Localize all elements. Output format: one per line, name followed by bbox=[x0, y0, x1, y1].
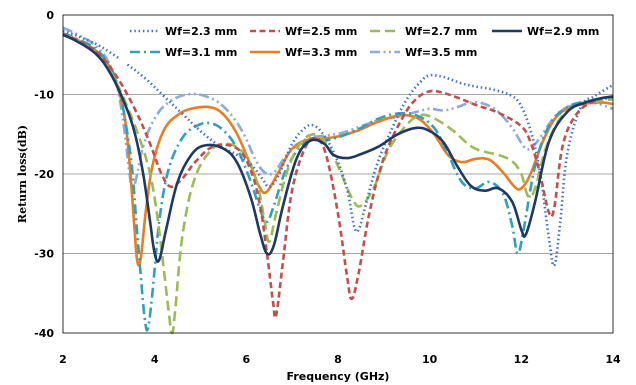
legend-label-1: Wf=2.3 mm bbox=[165, 25, 237, 38]
series-line-1 bbox=[62, 29, 614, 268]
y-tick-label: -20 bbox=[34, 168, 54, 181]
y-tick-label: -10 bbox=[34, 89, 54, 102]
x-axis-ticks: 2 4 6 8 10 12 14 bbox=[59, 353, 621, 366]
y-axis-title: Return loss(dB) bbox=[16, 125, 29, 223]
legend-label-5: Wf=3.1 mm bbox=[165, 46, 237, 59]
legend: Wf=2.3 mm Wf=2.5 mm Wf=2.7 mm Wf=2.9 mm Wf=3… bbox=[120, 20, 610, 64]
series-line-5 bbox=[62, 32, 614, 332]
series-line-2 bbox=[62, 32, 614, 320]
series-line-4 bbox=[62, 33, 614, 263]
legend-label-7: Wf=3.5 mm bbox=[405, 46, 477, 59]
legend-label-2: Wf=2.5 mm bbox=[285, 25, 357, 38]
x-axis-title: Frequency (GHz) bbox=[287, 370, 390, 383]
legend-label-3: Wf=2.7 mm bbox=[405, 25, 477, 38]
x-tick-label: 10 bbox=[422, 353, 438, 366]
series-layer bbox=[62, 26, 614, 335]
x-tick-label: 4 bbox=[151, 353, 159, 366]
x-tick-label: 2 bbox=[59, 353, 67, 366]
x-tick-label: 12 bbox=[514, 353, 529, 366]
legend-label-6: Wf=3.3 mm bbox=[285, 46, 357, 59]
legend-label-4: Wf=2.9 mm bbox=[527, 25, 599, 38]
y-tick-label: 0 bbox=[46, 9, 54, 22]
x-tick-label: 14 bbox=[605, 353, 621, 366]
x-tick-label: 8 bbox=[334, 353, 342, 366]
plot-frame bbox=[62, 14, 614, 334]
y-tick-label: -30 bbox=[34, 248, 54, 261]
y-tick-label: -40 bbox=[34, 327, 54, 340]
legend-background bbox=[120, 20, 610, 64]
y-axis-ticks: 0 -10 -20 -30 -40 bbox=[34, 9, 54, 340]
x-tick-label: 6 bbox=[243, 353, 251, 366]
series-line-3 bbox=[62, 32, 614, 335]
